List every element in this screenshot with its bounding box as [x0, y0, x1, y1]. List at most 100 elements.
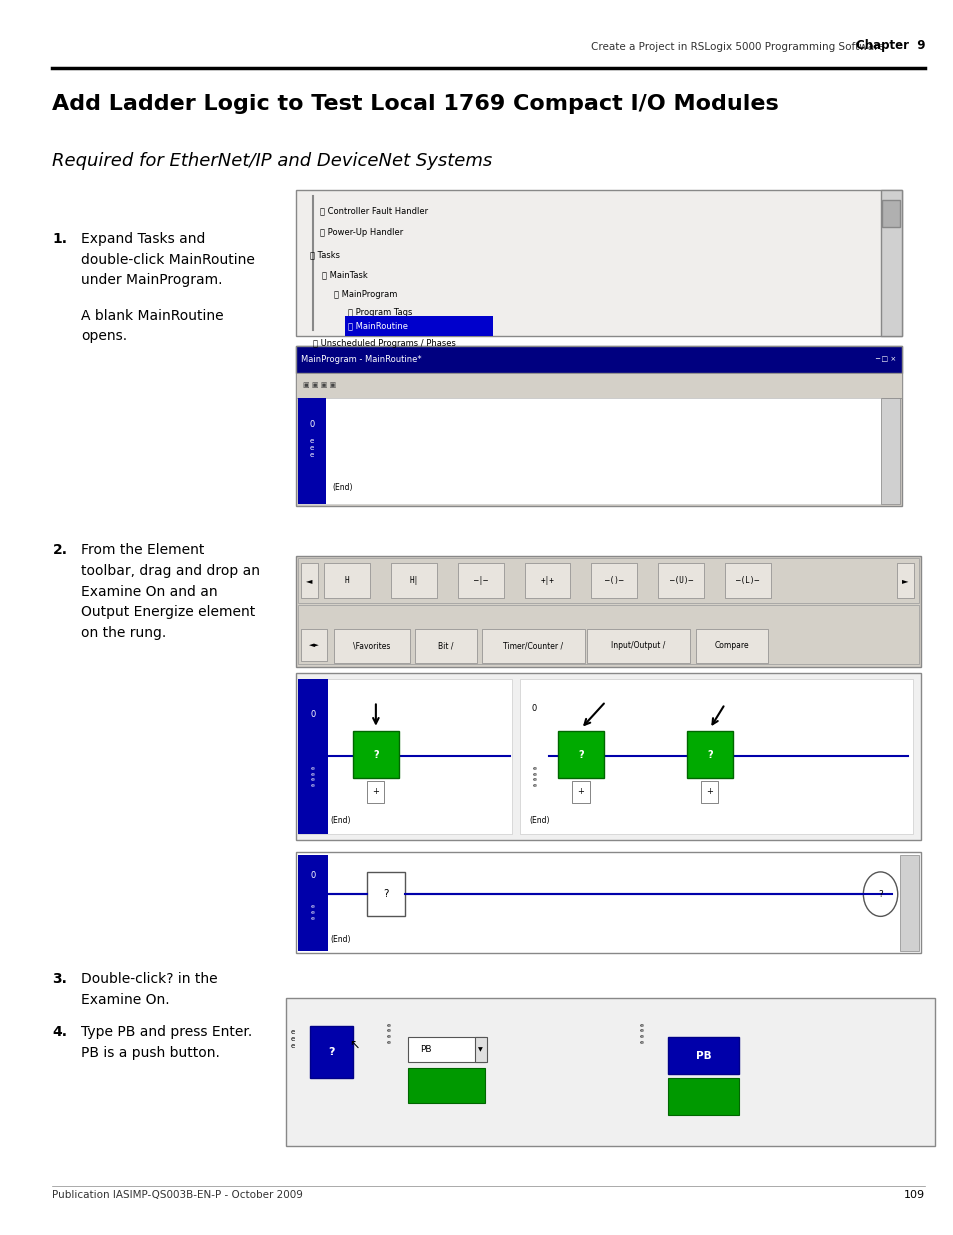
- Text: Compare: Compare: [714, 641, 749, 651]
- Text: e
e
e: e e e: [291, 1029, 294, 1049]
- Text: ?: ?: [578, 750, 583, 760]
- Text: +|+: +|+: [540, 576, 554, 585]
- FancyBboxPatch shape: [297, 605, 918, 664]
- Text: A blank MainRoutine
opens.: A blank MainRoutine opens.: [81, 309, 224, 343]
- FancyBboxPatch shape: [475, 1037, 486, 1062]
- FancyBboxPatch shape: [880, 398, 899, 504]
- Text: +: +: [372, 787, 379, 797]
- FancyBboxPatch shape: [408, 1037, 484, 1062]
- Text: 📁 MainTask: 📁 MainTask: [322, 270, 368, 279]
- FancyBboxPatch shape: [334, 629, 410, 663]
- Text: 📋 MainRoutine: 📋 MainRoutine: [348, 321, 408, 331]
- Text: +: +: [577, 787, 584, 797]
- FancyBboxPatch shape: [286, 998, 934, 1146]
- Text: e
e
e: e e e: [311, 904, 314, 920]
- Text: 📁 Tasks: 📁 Tasks: [310, 251, 339, 259]
- FancyBboxPatch shape: [899, 855, 918, 951]
- FancyBboxPatch shape: [300, 629, 327, 661]
- Text: MainProgram - MainRoutine*: MainProgram - MainRoutine*: [300, 354, 420, 364]
- FancyBboxPatch shape: [658, 563, 703, 598]
- Text: (End): (End): [330, 816, 350, 825]
- Text: From the Element
toolbar, drag and drop an
Examine On and an
Output Energize ele: From the Element toolbar, drag and drop …: [81, 543, 260, 640]
- FancyBboxPatch shape: [700, 781, 718, 803]
- Text: (End): (End): [529, 816, 549, 825]
- FancyBboxPatch shape: [558, 731, 603, 778]
- FancyBboxPatch shape: [524, 563, 570, 598]
- FancyBboxPatch shape: [295, 346, 901, 506]
- FancyBboxPatch shape: [880, 190, 901, 336]
- FancyBboxPatch shape: [481, 629, 584, 663]
- FancyBboxPatch shape: [297, 679, 512, 834]
- Text: (End): (End): [330, 935, 350, 944]
- Text: e
e
e
e: e e e e: [532, 766, 536, 788]
- Text: e
e
e
e: e e e e: [311, 766, 314, 788]
- FancyBboxPatch shape: [295, 673, 920, 840]
- Text: 📁 Unscheduled Programs / Phases: 📁 Unscheduled Programs / Phases: [313, 340, 456, 348]
- Text: ▣ ▣ ▣ ▣: ▣ ▣ ▣ ▣: [303, 383, 336, 388]
- FancyBboxPatch shape: [295, 373, 901, 398]
- Text: Publication IASIMP-QS003B-EN-P - October 2009: Publication IASIMP-QS003B-EN-P - October…: [52, 1191, 303, 1200]
- Text: —(U)—: —(U)—: [669, 576, 692, 585]
- Text: 3.: 3.: [52, 972, 68, 986]
- Text: H|: H|: [409, 576, 418, 585]
- Text: ◄: ◄: [306, 576, 312, 585]
- Text: e
e
e
e: e e e e: [386, 1023, 390, 1045]
- FancyBboxPatch shape: [297, 855, 328, 951]
- Text: Expand Tasks and
double-click MainRoutine
under MainProgram.: Expand Tasks and double-click MainRoutin…: [81, 232, 254, 288]
- FancyBboxPatch shape: [586, 629, 689, 663]
- Text: +: +: [705, 787, 713, 797]
- FancyBboxPatch shape: [391, 563, 436, 598]
- Text: ?: ?: [373, 750, 378, 760]
- FancyBboxPatch shape: [295, 556, 920, 667]
- Text: ↖: ↖: [349, 1039, 360, 1051]
- Text: —|—: —|—: [474, 576, 487, 585]
- Text: 4.: 4.: [52, 1025, 68, 1039]
- Text: 0: 0: [531, 704, 537, 713]
- FancyBboxPatch shape: [295, 190, 901, 336]
- FancyBboxPatch shape: [519, 679, 912, 834]
- Text: ▼: ▼: [478, 1047, 482, 1052]
- Text: 109: 109: [903, 1191, 924, 1200]
- FancyBboxPatch shape: [367, 872, 405, 916]
- FancyBboxPatch shape: [882, 200, 899, 227]
- Text: 📁 Power-Up Handler: 📁 Power-Up Handler: [319, 228, 402, 237]
- Text: Add Ladder Logic to Test Local 1769 Compact I/O Modules: Add Ladder Logic to Test Local 1769 Comp…: [52, 94, 779, 114]
- Text: 0: 0: [310, 710, 315, 719]
- FancyBboxPatch shape: [300, 563, 317, 598]
- Text: 📋 Program Tags: 📋 Program Tags: [348, 309, 412, 317]
- Text: Type PB and press Enter.
PB is a push button.: Type PB and press Enter. PB is a push bu…: [81, 1025, 253, 1060]
- Text: Bit /: Bit /: [437, 641, 454, 651]
- FancyBboxPatch shape: [410, 1071, 482, 1100]
- Text: ?: ?: [878, 889, 882, 899]
- Text: ◄►: ◄►: [308, 642, 319, 647]
- Text: Timer/Counter /: Timer/Counter /: [502, 641, 563, 651]
- Text: Chapter  9: Chapter 9: [855, 38, 924, 52]
- FancyBboxPatch shape: [353, 731, 398, 778]
- Circle shape: [862, 872, 897, 916]
- FancyBboxPatch shape: [457, 563, 503, 598]
- Text: 0: 0: [310, 871, 315, 879]
- FancyBboxPatch shape: [724, 563, 770, 598]
- Text: ?: ?: [706, 750, 712, 760]
- Text: 1.: 1.: [52, 232, 68, 246]
- Text: ?: ?: [328, 1047, 334, 1057]
- FancyBboxPatch shape: [667, 1037, 739, 1074]
- FancyBboxPatch shape: [295, 346, 901, 373]
- FancyBboxPatch shape: [324, 563, 370, 598]
- FancyBboxPatch shape: [896, 563, 913, 598]
- FancyBboxPatch shape: [345, 316, 493, 336]
- Text: Create a Project in RSLogix 5000 Programming Software: Create a Project in RSLogix 5000 Program…: [591, 42, 884, 52]
- FancyBboxPatch shape: [572, 781, 589, 803]
- FancyBboxPatch shape: [696, 629, 767, 663]
- Text: Input/Output /: Input/Output /: [611, 641, 664, 651]
- Text: \Favorites: \Favorites: [353, 641, 391, 651]
- Text: ?: ?: [383, 889, 389, 899]
- FancyBboxPatch shape: [297, 398, 880, 504]
- Text: 📁 Controller Fault Handler: 📁 Controller Fault Handler: [319, 206, 427, 215]
- Text: 📋 MainProgram: 📋 MainProgram: [334, 290, 396, 299]
- FancyBboxPatch shape: [297, 558, 918, 603]
- FancyBboxPatch shape: [297, 679, 328, 834]
- FancyBboxPatch shape: [669, 1081, 737, 1113]
- FancyBboxPatch shape: [667, 1078, 739, 1115]
- FancyBboxPatch shape: [367, 781, 384, 803]
